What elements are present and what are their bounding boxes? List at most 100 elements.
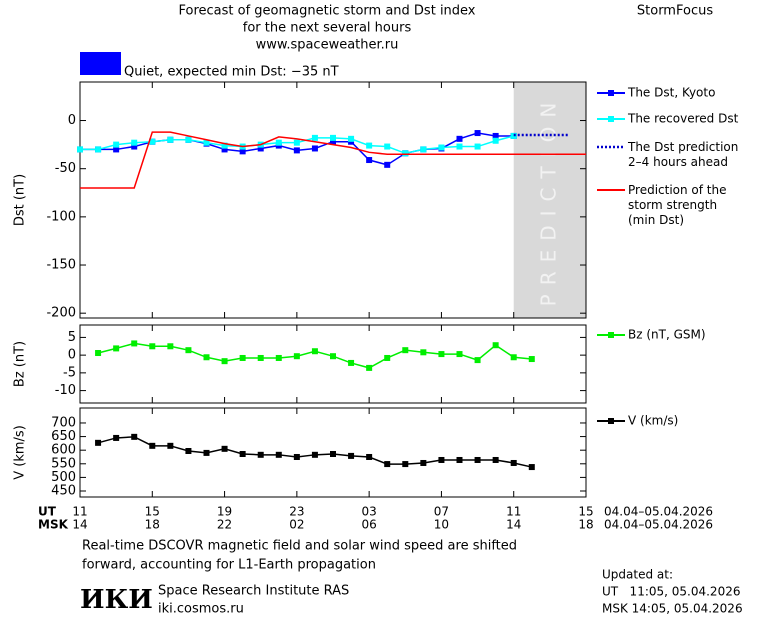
x-tick-label: 19 (217, 505, 232, 519)
point (384, 161, 391, 168)
institute: Space Research Institute RAS (158, 584, 349, 599)
point (293, 353, 300, 360)
point (366, 453, 373, 460)
point (384, 461, 391, 468)
y-tick-label: 700 (51, 415, 76, 430)
plot-frame (79, 324, 587, 404)
point (366, 157, 373, 164)
point (239, 354, 246, 361)
point (456, 456, 463, 463)
point (167, 136, 174, 143)
status: Quiet, expected min Dst: −35 nT (124, 65, 339, 80)
point (131, 433, 138, 440)
point (492, 456, 499, 463)
prediction-label: PREDICTION (536, 94, 560, 307)
note: Real-time DSCOVR magnetic field and sola… (82, 539, 517, 554)
point (528, 464, 535, 471)
title: Forecast of geomagnetic storm and Dst in… (178, 4, 475, 19)
point (275, 354, 282, 361)
y-tick-label: -10 (55, 383, 76, 398)
point (456, 135, 463, 142)
legend-marker (608, 116, 614, 122)
point (474, 357, 481, 364)
x-tick-label: 18 (578, 518, 593, 532)
x-tick-label: 02 (289, 518, 304, 532)
x-tick-label: 23 (289, 505, 304, 519)
point (149, 138, 156, 145)
point (221, 358, 228, 365)
y-tick-label: 0 (68, 348, 76, 363)
y-tick-label: -50 (55, 161, 76, 176)
point (492, 342, 499, 349)
point (95, 350, 102, 357)
y-tick-label: 550 (51, 456, 76, 471)
point (384, 143, 391, 150)
point (149, 442, 156, 449)
legend-marker (608, 90, 614, 96)
point (348, 135, 355, 142)
point (510, 354, 517, 361)
point (510, 459, 517, 466)
point (293, 147, 300, 154)
updated: UT 11:05, 05.04.2026 (602, 585, 740, 599)
y-tick-label: 5 (68, 330, 76, 345)
point (257, 145, 264, 152)
x-tick-label: 14 (506, 518, 521, 532)
x-tick-label: 03 (362, 505, 377, 519)
point (221, 142, 228, 149)
plot-frame (79, 81, 587, 319)
y-tick-label: 650 (51, 429, 76, 444)
x-tick-label: 07 (434, 505, 449, 519)
point (149, 343, 156, 350)
point (330, 450, 336, 457)
legend-label: The Dst, Kyoto (627, 86, 715, 100)
point (420, 349, 427, 356)
point (330, 134, 336, 141)
brand: StormFocus (637, 4, 713, 19)
point (113, 434, 120, 441)
title: www.spaceweather.ru (256, 38, 399, 53)
point (366, 364, 373, 371)
point (528, 356, 535, 363)
point (167, 442, 174, 449)
x-tick-label: 15 (578, 505, 593, 519)
point (293, 139, 300, 146)
x-axis-title: MSK (38, 518, 69, 532)
point (330, 138, 336, 145)
updated: MSK 14:05, 05.04.2026 (602, 602, 743, 616)
point (492, 132, 499, 139)
point (438, 144, 445, 151)
point (239, 450, 246, 457)
point (492, 137, 499, 144)
y-axis-title: Bz (nT) (13, 341, 28, 387)
point (113, 345, 120, 352)
point (474, 143, 481, 150)
point (131, 139, 138, 146)
x-tick-label: 11 (72, 505, 87, 519)
plot-frame (79, 407, 587, 498)
legend-label: Prediction of the storm strength (min Dst) (628, 183, 727, 227)
legend-marker (608, 418, 614, 424)
point (167, 343, 174, 350)
point (311, 348, 318, 355)
legend-label: The Dst prediction 2–4 hours ahead (627, 140, 738, 169)
point (420, 459, 427, 466)
x-axis-title: UT (38, 505, 57, 519)
y-axis-title: Dst (nT) (13, 174, 28, 226)
point (402, 347, 409, 354)
series-line (80, 131, 586, 189)
point (113, 146, 120, 153)
point (77, 146, 83, 153)
point (456, 143, 463, 150)
point (474, 130, 481, 137)
legend-label: V (km/s) (628, 414, 678, 428)
point (257, 354, 264, 361)
point (185, 347, 192, 354)
point (348, 359, 355, 366)
point (402, 150, 409, 157)
updated: Updated at: (602, 568, 673, 582)
point (456, 351, 463, 358)
point (275, 451, 282, 458)
point (311, 134, 318, 141)
